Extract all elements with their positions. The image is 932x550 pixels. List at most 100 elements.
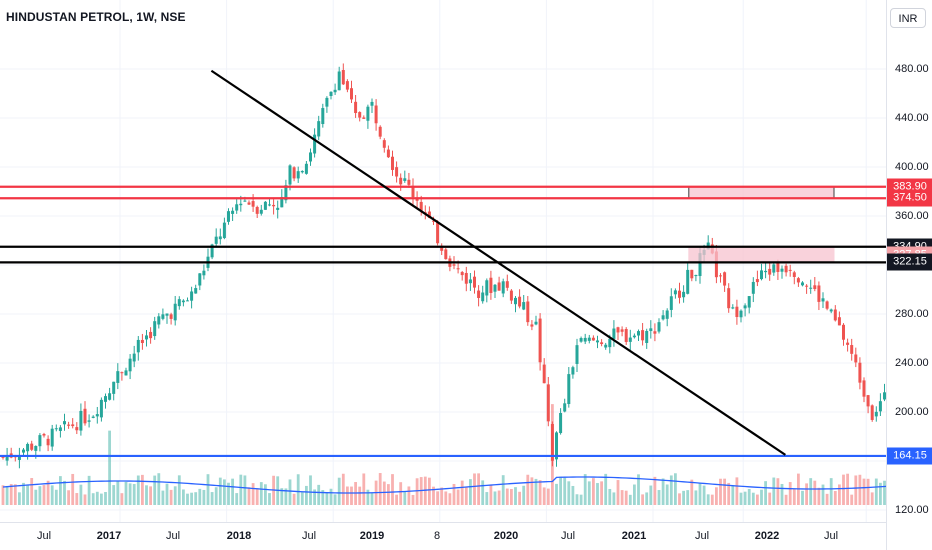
volume-bar: [600, 481, 603, 505]
candle-body: [26, 443, 30, 452]
candle-body: [181, 300, 185, 303]
volume-bar: [157, 473, 161, 505]
candle-body: [87, 420, 91, 422]
time-tick-label: 2022: [754, 530, 780, 542]
candle-body: [34, 445, 38, 451]
volume-bar: [452, 483, 456, 505]
candle-body: [145, 335, 148, 340]
price-chart[interactable]: [0, 0, 886, 522]
candle-body: [550, 423, 554, 461]
volume-bar: [341, 473, 345, 505]
chart-area[interactable]: [0, 0, 886, 522]
candle-body: [116, 371, 120, 383]
volume-bar: [776, 478, 780, 505]
volume-bar: [132, 484, 136, 505]
volume-bar: [678, 493, 681, 505]
candle-body: [91, 416, 95, 418]
volume-bar: [370, 492, 374, 505]
volume-bar: [731, 485, 735, 505]
volume-bar: [403, 491, 407, 505]
candle-body: [452, 264, 456, 266]
time-tick-label: 2019: [359, 530, 385, 542]
volume-bar: [760, 489, 763, 505]
volume-ma-line: [2, 476, 886, 494]
volume-bar: [456, 489, 460, 505]
candle-body: [719, 275, 722, 277]
candle-body: [194, 288, 198, 294]
candle-body: [362, 117, 366, 119]
candle-body: [817, 285, 821, 302]
volume-bar: [825, 493, 829, 505]
volume-bar: [325, 492, 329, 505]
volume-bar: [469, 479, 472, 505]
volume-bar: [829, 478, 833, 505]
candle-body: [403, 178, 407, 181]
time-tick-label: 2021: [621, 530, 647, 542]
volume-bar: [284, 488, 288, 505]
candle-body: [485, 280, 489, 296]
candle-body: [243, 200, 247, 202]
candle-body: [477, 290, 481, 298]
candle-body: [600, 342, 604, 345]
volume-bar: [112, 485, 116, 505]
volume-bar: [628, 494, 632, 505]
candle-body: [883, 392, 886, 400]
volume-bar: [821, 484, 825, 505]
price-tick-label: 400.00: [895, 161, 929, 173]
candle-body: [63, 421, 66, 425]
candle-body: [579, 338, 583, 342]
candle-body: [210, 244, 214, 258]
candle-body: [481, 292, 485, 302]
volume-bar: [518, 491, 521, 505]
volume-bar: [645, 492, 649, 505]
candle-body: [436, 222, 440, 244]
candle-body: [300, 170, 304, 173]
volume-bar: [710, 494, 714, 505]
candle-body: [620, 329, 624, 332]
volume-bar: [83, 494, 87, 505]
candle-body: [202, 270, 206, 276]
volume-bar: [30, 477, 34, 505]
volume-bar: [243, 475, 247, 505]
candle-body: [276, 207, 280, 210]
volume-bar: [555, 483, 558, 505]
supply-zone: [688, 186, 835, 199]
candle-body: [862, 380, 866, 397]
candle-body: [5, 455, 9, 461]
candle-body: [796, 278, 800, 283]
candle-body: [489, 277, 493, 293]
price-level-label: 164.15: [887, 447, 932, 465]
volume-bar: [805, 483, 808, 505]
volume-bar: [747, 488, 751, 505]
volume-bar: [690, 479, 694, 505]
volume-bar: [665, 484, 669, 505]
volume-bar: [399, 482, 403, 505]
volume-bar: [674, 473, 677, 505]
volume-bar: [481, 480, 485, 505]
candle-body: [395, 167, 399, 177]
candle-body: [407, 179, 411, 185]
volume-bar: [784, 494, 788, 505]
candle-body: [30, 443, 34, 450]
candle-body: [325, 97, 329, 107]
candle-body: [772, 264, 776, 273]
candle-body: [567, 374, 571, 405]
currency-button[interactable]: INR: [890, 8, 926, 28]
candle-body: [255, 206, 259, 214]
candle-body: [698, 253, 702, 277]
volume-bar: [153, 475, 157, 505]
time-scale[interactable]: Jul 2017 Jul 2018 Jul 2019 8 2020 Jul 2021 Jul 2022…: [0, 522, 886, 550]
candle-body: [247, 202, 251, 205]
volume-bar: [186, 493, 189, 505]
volume-bar: [38, 486, 42, 505]
candle-body: [149, 331, 153, 339]
price-scale[interactable]: 120.00160.00200.00240.00280.00320.00360.…: [886, 0, 932, 550]
time-tick-label: 2018: [226, 530, 252, 542]
volume-bar: [694, 490, 698, 505]
volume-bar: [870, 492, 874, 505]
candle-body: [214, 236, 218, 244]
candle-body: [161, 314, 165, 319]
volume-bar: [739, 492, 743, 505]
candle-body: [534, 321, 538, 325]
volume-bar: [329, 488, 333, 505]
